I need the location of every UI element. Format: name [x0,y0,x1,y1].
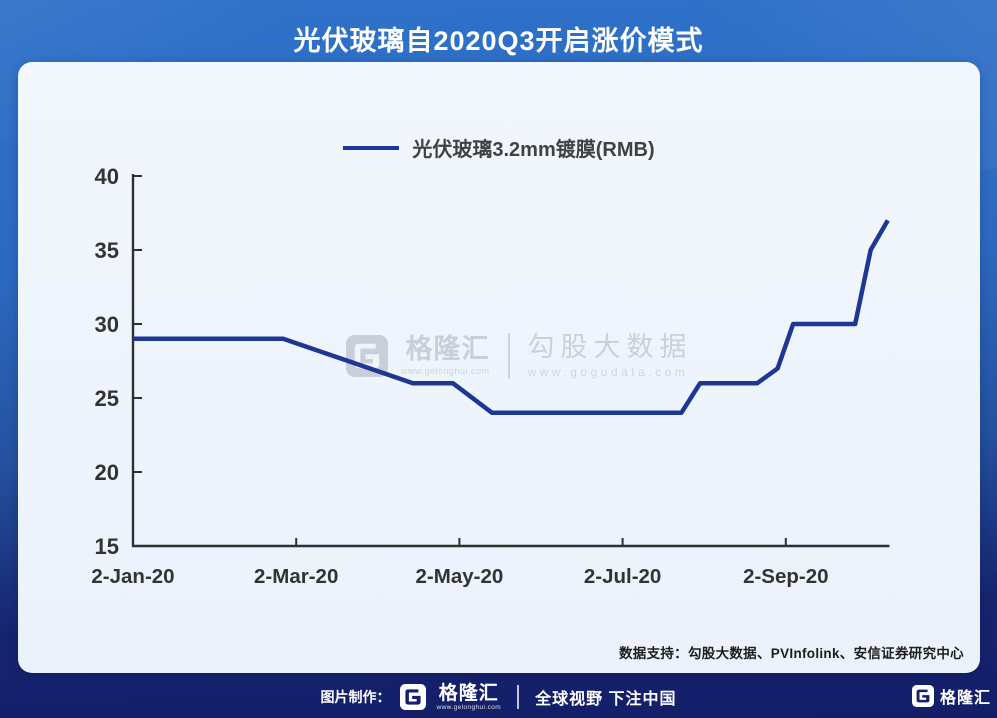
y-axis-label: 20 [95,460,119,485]
x-axis-label: 2-Sep-20 [743,565,828,588]
footer-right-brand-name: 格隆汇 [939,690,991,707]
watermark-data-brand: 勾股大数据 www.gogudata.com [528,332,693,379]
watermark-brand-name: 格隆汇 [405,334,490,365]
data-support-note: 数据支持：勾股大数据、PVInfolink、安信证券研究中心 [618,646,964,661]
footer-brand-name: 格隆汇 [438,682,499,704]
footer-right-logo: 格隆汇 [911,684,991,708]
gelonghui-logo-icon [911,685,934,707]
y-axis-label: 30 [95,312,119,337]
watermark-brand-url: www.gelonghui.com [401,365,490,376]
x-axis-label: 2-Jan-20 [91,565,174,588]
x-axis-label: 2-Jul-20 [584,565,661,588]
footer-divider [517,685,520,710]
x-axis-label: 2-May-20 [416,565,504,588]
chart-card: 格隆汇 www.gelonghui.com 勾股大数据 www.gogudata… [18,62,980,673]
footer-brand-url: www.gelonghui.com [436,703,502,711]
y-axis-label: 25 [95,386,119,411]
x-axis-label: 2-Mar-20 [254,565,338,588]
footer-slogan: 全球视野 下注中国 [535,691,677,709]
footer-brand: 格隆汇 www.gelonghui.com [436,684,501,712]
watermark-data-name: 勾股大数据 [527,332,693,362]
price-line-chart: 40 35 30 25 20 15 2-Jan-20 2-Mar-20 2-May-20 2-Ju… [91,164,890,588]
page-title: 光伏玻璃自2020Q3开启涨价模式 [293,26,704,56]
gelonghui-logo-icon [400,684,427,711]
legend-label: 光伏玻璃3.2mm镀膜(RMB) [412,139,655,161]
chart-legend: 光伏玻璃3.2mm镀膜(RMB) [18,133,980,162]
y-axis-label: 15 [95,534,119,559]
watermark-brand: 格隆汇 www.gelonghui.com [401,334,490,376]
y-axis-label: 35 [95,238,119,263]
price-line-series [133,219,890,416]
legend-line-swatch [343,145,400,150]
footer-credit: 图片制作： 格隆汇 www.gelonghui.com 全球视野 下注中国 [0,684,997,712]
y-axis-label: 40 [95,164,119,189]
watermark-data-url: www.gogudata.com [527,365,689,380]
made-by-label: 图片制作： [320,689,391,706]
chart-axes [131,174,890,548]
watermark-divider [507,332,510,379]
